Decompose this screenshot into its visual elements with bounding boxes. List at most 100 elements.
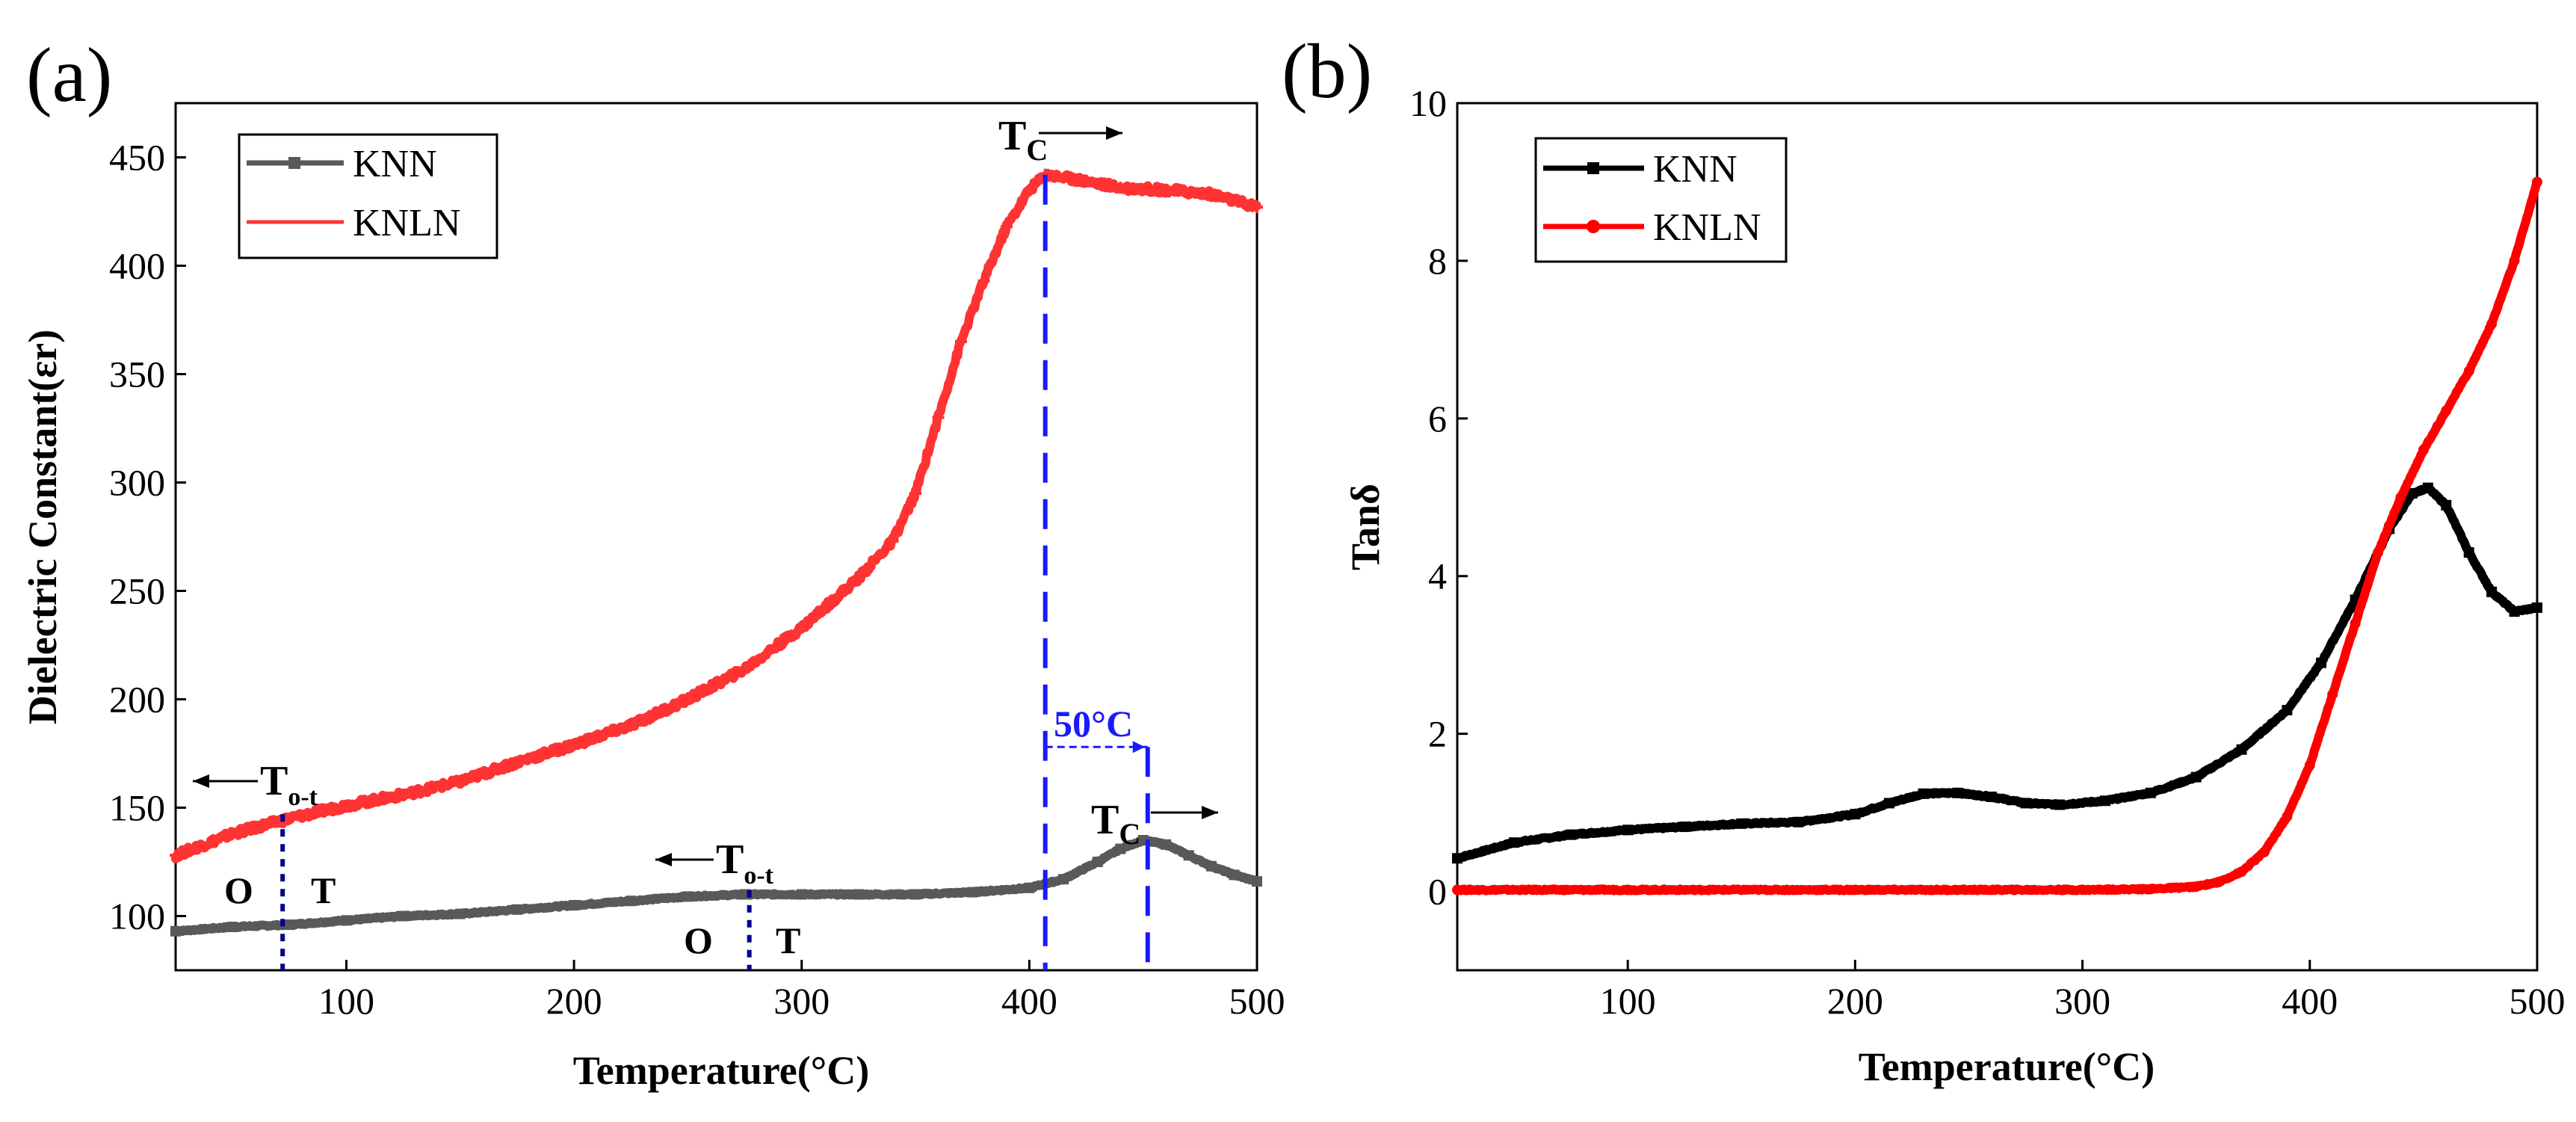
panel-a-x-tick-label: 100 <box>318 980 374 1022</box>
panel-a-point-knln <box>510 756 523 768</box>
panel-a-point-knln <box>454 775 466 788</box>
panel-a-y-tick-label: 250 <box>109 570 165 612</box>
panel-a-y-tick-label: 450 <box>109 137 165 179</box>
panel-b-y-tick-label: 10 <box>1409 82 1447 124</box>
panel-a-point-knn <box>853 889 864 900</box>
panel-b-point-knn <box>2463 547 2474 558</box>
panel-a-legend-box <box>238 133 498 259</box>
panel-a-annotations: TC TC To-t To-t O T O T 50°C <box>193 113 1218 970</box>
panel-b-point-knn <box>2406 488 2418 499</box>
panel-b-y-tick-label: 8 <box>1428 240 1447 282</box>
panel-b-point-knn <box>2190 771 2202 783</box>
knn-tot-label: To-t <box>716 836 774 890</box>
panel-a-y-tick-label: 300 <box>109 462 165 504</box>
panel-b-y-tick-label: 6 <box>1428 398 1447 440</box>
panel-b-legend-box <box>1534 137 1788 263</box>
panel-a-point-knln <box>977 274 990 287</box>
panel-a-legend: KNN KNLN <box>238 133 498 259</box>
panel-a-y-tick-label: 350 <box>109 354 165 395</box>
panel-a-series-knln <box>170 168 1263 863</box>
panel-b-x-axis-title: Temperature(°C) <box>1859 1044 2155 1089</box>
panel-b-point-knln <box>1452 884 1462 896</box>
knln-phase-o: O <box>224 869 253 911</box>
panel-a-series-line-knn <box>171 835 1261 937</box>
knn-tc-arrowhead <box>1202 806 1218 819</box>
panel-b-point-knln <box>1622 884 1634 896</box>
panel-a-point-knn <box>1183 850 1194 861</box>
panel-b-point-knln <box>2463 366 2474 377</box>
panel-a-point-knln <box>625 719 637 732</box>
knln-tc-arrowhead <box>1106 126 1122 140</box>
panel-a-point-knln <box>1114 182 1127 194</box>
panel-a-point-knn <box>1115 843 1126 854</box>
panel-a-x-tick-label: 200 <box>546 980 602 1022</box>
panel-b-point-knln <box>2077 884 2088 896</box>
panel-a-point-knln <box>340 799 353 812</box>
panel-a-point-knln <box>886 534 899 547</box>
panel-a-point-knn <box>227 922 238 932</box>
panel-b-point-knn <box>1918 788 1929 799</box>
panel-a-point-knn <box>796 889 807 900</box>
panel-b-point-knn <box>2316 657 2326 668</box>
tc-shift-arrowhead <box>1132 741 1145 753</box>
panel-a-point-knln <box>1160 184 1173 196</box>
panel-a-point-knln <box>1023 184 1036 196</box>
knn-tc-label: TC <box>1091 797 1140 851</box>
panel-a-y-tick-label: 150 <box>109 787 165 829</box>
panel-b-point-knn <box>2145 787 2156 798</box>
knn-tot-arrowhead <box>655 853 672 866</box>
panel-b-y-axis-title: Tanδ <box>1343 484 1388 570</box>
panel-b-point-knn <box>2509 606 2520 617</box>
panel-b-point-knn <box>1850 809 1861 820</box>
panel-a-point-knln <box>738 662 751 675</box>
panel-a-frame <box>174 102 1258 972</box>
panel-b-point-knln <box>2350 618 2361 629</box>
panel-b-x-tick-label: 200 <box>1827 980 1883 1022</box>
panel-b-point-knn <box>1736 818 1747 829</box>
panel-b-point-knln <box>2214 876 2225 887</box>
panel-b-point-knln <box>2258 846 2270 857</box>
panel-b-point-knn <box>2441 499 2452 511</box>
panel-a-point-knn <box>1206 860 1217 872</box>
panel-a-point-knn <box>511 904 522 915</box>
panel-b-point-knn <box>1509 837 1520 848</box>
panel-a-point-knn <box>1161 839 1172 850</box>
panel-a-point-knln <box>954 336 967 348</box>
panel-b-point-knn <box>2532 602 2542 613</box>
panel-b-point-knln <box>2418 445 2429 455</box>
panel-a-point-knn <box>170 925 181 937</box>
panel-a-point-knn <box>967 887 978 898</box>
panel-a-point-knln <box>795 621 808 634</box>
panel-b-legend-label-knn: KNN <box>1653 148 1738 191</box>
panel-b-label: (b) <box>1282 28 1372 114</box>
panel-a-point-knn <box>398 910 409 922</box>
knln-phase-t: T <box>311 869 336 911</box>
panel-b-point-knn <box>1679 822 1690 833</box>
knn-phase-t: T <box>776 919 800 961</box>
panel-b-point-knn <box>1566 829 1577 840</box>
knn-phase-o: O <box>684 919 713 961</box>
panel-b-point-knn <box>2282 705 2293 715</box>
panel-a-y-tick-label: 100 <box>109 896 165 937</box>
panel-b-point-knln <box>2145 884 2156 895</box>
panel-a-point-knn <box>1024 882 1035 893</box>
panel-b-x-tick-label: 400 <box>2282 980 2338 1022</box>
panel-b-point-knln <box>2441 405 2452 416</box>
panel-b-y-tick-label: 4 <box>1428 555 1447 597</box>
tc-shift-label: 50°C <box>1054 703 1133 745</box>
panel-b-point-knn <box>1986 792 1997 802</box>
panel-b-plot-area: 100 200 300 400 500 0 2 4 6 8 10 <box>1409 82 2566 1022</box>
panel-b-point-knn <box>1622 824 1634 836</box>
panel-a-plot-area: 100 200 300 400 500 100 150 200 250 300 350 400 450 <box>109 102 1285 1022</box>
panel-a-point-knln <box>909 487 922 499</box>
panel-b-y-tick-label: 0 <box>1428 871 1447 913</box>
panel-a-y-tick-label: 400 <box>109 245 165 287</box>
panel-b-tan-delta-chart: (b) 100 200 300 400 500 0 2 4 6 8 10 Temperature(°… <box>1282 28 2566 1089</box>
panel-b-point-knn <box>1452 853 1462 864</box>
panel-b-point-knn <box>1793 816 1804 827</box>
panel-a-legend-label-knln: KNLN <box>353 202 460 244</box>
panel-a-y-tick-label: 200 <box>109 679 165 721</box>
knln-tot-arrowhead <box>193 774 209 788</box>
panel-b-point-knln <box>2282 811 2293 822</box>
